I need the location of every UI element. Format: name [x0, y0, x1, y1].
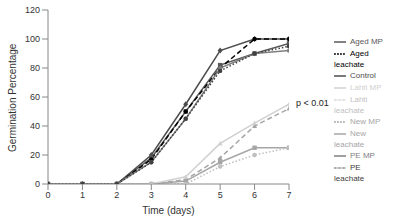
html-text:Aged MP: Aged MP	[350, 37, 383, 47]
svg-text:20: 20	[30, 150, 40, 160]
html-text:Control: Control	[350, 71, 376, 81]
html-text:PE MP: PE MP	[350, 151, 375, 161]
html-text:PE leachate: PE leachate	[334, 163, 365, 183]
svg-text:2: 2	[114, 190, 119, 200]
svg-text:Germination Percentage: Germination Percentage	[8, 43, 18, 152]
svg-text:3: 3	[149, 190, 154, 200]
svg-text:1: 1	[80, 190, 85, 200]
svg-text:0: 0	[35, 179, 40, 189]
svg-text:7: 7	[286, 190, 291, 200]
svg-text:5: 5	[218, 190, 223, 200]
html-text:p < 0.01: p < 0.01	[296, 98, 329, 108]
svg-text:4: 4	[183, 190, 188, 200]
html-text:Lahti MP: Lahti MP	[350, 83, 382, 93]
html-text:Aged leachate: Aged leachate	[334, 49, 369, 69]
svg-text:Time (days): Time (days)	[142, 205, 194, 216]
svg-text:40: 40	[30, 121, 40, 131]
html-text:New MP: New MP	[350, 117, 381, 127]
svg-text:60: 60	[30, 92, 40, 102]
svg-text:0: 0	[45, 190, 50, 200]
svg-text:100: 100	[25, 34, 40, 44]
html-text:New leachate: New leachate	[334, 129, 366, 149]
html-text:Lahti leachate: Lahti leachate	[334, 95, 368, 115]
svg-text:80: 80	[30, 63, 40, 73]
svg-text:6: 6	[252, 190, 257, 200]
svg-text:120: 120	[25, 5, 40, 15]
